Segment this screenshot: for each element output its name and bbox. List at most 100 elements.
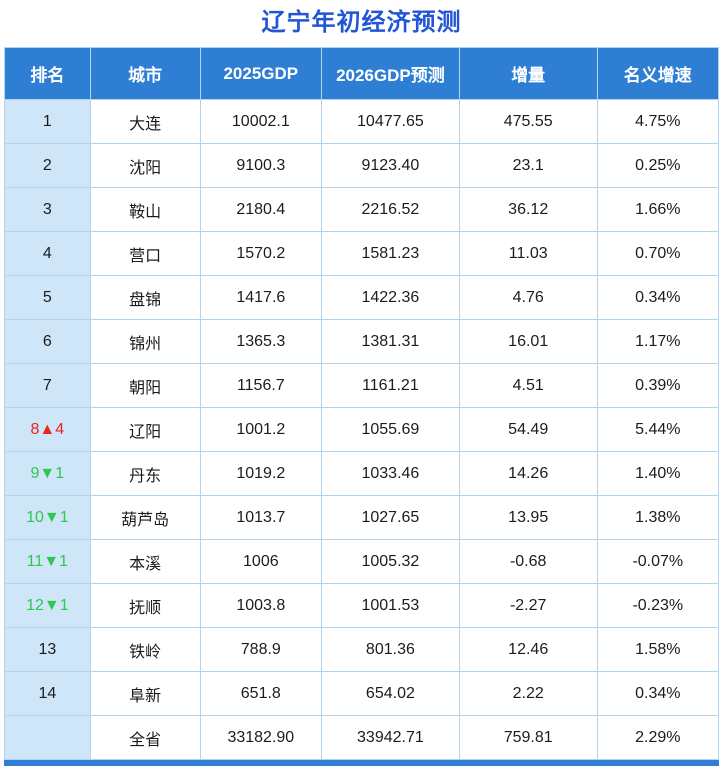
table-row: 1 大连 10002.1 10477.65 475.55 4.75% [4, 99, 720, 144]
rank-cell [4, 715, 91, 760]
city-cell: 铁岭 [89, 627, 201, 672]
rank-cell: 10▼1 [4, 495, 91, 540]
gdp2026-cell: 2216.52 [321, 187, 460, 232]
gdp2026-cell: 1381.31 [321, 319, 460, 364]
table-row: 13 铁岭 788.9 801.36 12.46 1.58% [4, 627, 720, 672]
table-row: 6 锦州 1365.3 1381.31 16.01 1.17% [4, 319, 720, 364]
increment-cell: 16.01 [458, 319, 598, 364]
growth-cell: 0.34% [596, 671, 720, 716]
gdp2026-cell: 1001.53 [321, 583, 460, 628]
column-header: 排名 [4, 47, 91, 100]
increment-cell: -0.68 [458, 539, 598, 584]
rank-cell: 2 [4, 143, 91, 188]
gdp2025-cell: 1003.8 [199, 583, 323, 628]
gdp2026-cell: 9123.40 [321, 143, 460, 188]
rank-cell: 4 [4, 231, 91, 276]
increment-cell: 4.51 [458, 363, 598, 408]
table-row: 5 盘锦 1417.6 1422.36 4.76 0.34% [4, 275, 720, 320]
rank-cell: 1 [4, 99, 91, 144]
rank-cell: 9▼1 [4, 451, 91, 496]
growth-cell: 0.70% [596, 231, 720, 276]
rank-cell: 8▲4 [4, 407, 91, 452]
gdp2025-cell: 10002.1 [199, 99, 323, 144]
page-title: 辽宁年初经济预测 [261, 9, 462, 36]
rank-cell: 12▼1 [4, 583, 91, 628]
gdp2026-cell: 33942.71 [321, 715, 460, 760]
gdp2025-cell: 1001.2 [199, 407, 323, 452]
gdp2025-cell: 2180.4 [199, 187, 323, 232]
growth-cell: 4.75% [596, 99, 720, 144]
table-row: 全省 33182.90 33942.71 759.81 2.29% [4, 715, 720, 760]
table-row: 2 沈阳 9100.3 9123.40 23.1 0.25% [4, 143, 720, 188]
column-header: 2025GDP [199, 47, 323, 100]
growth-cell: 0.39% [596, 363, 720, 408]
rank-cell: 11▼1 [4, 539, 91, 584]
gdp2025-cell: 1013.7 [199, 495, 323, 540]
rank-cell: 7 [4, 363, 91, 408]
forecast-table: 排名 城市 2025GDP 2026GDP预测 增量 名义增速 1 大连 10002.1 104… [4, 47, 720, 760]
city-cell: 营口 [89, 231, 201, 276]
column-header: 增量 [458, 47, 598, 100]
city-cell: 大连 [89, 99, 201, 144]
gdp2025-cell: 33182.90 [199, 715, 323, 760]
table-row: 14 阜新 651.8 654.02 2.22 0.34% [4, 671, 720, 716]
gdp2026-cell: 1581.23 [321, 231, 460, 276]
city-cell: 沈阳 [89, 143, 201, 188]
city-cell: 丹东 [89, 451, 201, 496]
growth-cell: 0.34% [596, 275, 720, 320]
increment-cell: 14.26 [458, 451, 598, 496]
table-row: 7 朝阳 1156.7 1161.21 4.51 0.39% [4, 363, 720, 408]
rank-cell: 6 [4, 319, 91, 364]
gdp2026-cell: 1422.36 [321, 275, 460, 320]
rank-cell: 5 [4, 275, 91, 320]
increment-cell: 2.22 [458, 671, 598, 716]
rank-cell: 14 [4, 671, 91, 716]
gdp2026-cell: 1027.65 [321, 495, 460, 540]
city-cell: 本溪 [89, 539, 201, 584]
growth-cell: 1.38% [596, 495, 720, 540]
increment-cell: 4.76 [458, 275, 598, 320]
city-cell: 抚顺 [89, 583, 201, 628]
gdp2025-cell: 788.9 [199, 627, 323, 672]
table-row: 12▼1 抚顺 1003.8 1001.53 -2.27 -0.23% [4, 583, 720, 628]
gdp2025-cell: 1019.2 [199, 451, 323, 496]
city-cell: 辽阳 [89, 407, 201, 452]
growth-cell: -0.07% [596, 539, 720, 584]
increment-cell: 759.81 [458, 715, 598, 760]
table-row: 11▼1 本溪 1006 1005.32 -0.68 -0.07% [4, 539, 720, 584]
table-row: 10▼1 葫芦岛 1013.7 1027.65 13.95 1.38% [4, 495, 720, 540]
rank-cell: 3 [4, 187, 91, 232]
growth-cell: 0.25% [596, 143, 720, 188]
increment-cell: 11.03 [458, 231, 598, 276]
gdp2026-cell: 1005.32 [321, 539, 460, 584]
gdp2026-cell: 801.36 [321, 627, 460, 672]
growth-cell: 5.44% [596, 407, 720, 452]
table-row: 9▼1 丹东 1019.2 1033.46 14.26 1.40% [4, 451, 720, 496]
table-row: 8▲4 辽阳 1001.2 1055.69 54.49 5.44% [4, 407, 720, 452]
city-cell: 鞍山 [89, 187, 201, 232]
growth-cell: 2.29% [596, 715, 720, 760]
city-cell: 锦州 [89, 319, 201, 364]
increment-cell: 13.95 [458, 495, 598, 540]
increment-cell: 54.49 [458, 407, 598, 452]
table-row: 3 鞍山 2180.4 2216.52 36.12 1.66% [4, 187, 720, 232]
gdp2025-cell: 651.8 [199, 671, 323, 716]
gdp2025-cell: 1417.6 [199, 275, 323, 320]
table-bottom-accent [4, 760, 719, 766]
table-body: 1 大连 10002.1 10477.65 475.55 4.75% 2 沈阳 9100.3 91… [4, 99, 720, 760]
gdp2026-cell: 1055.69 [321, 407, 460, 452]
gdp2025-cell: 1570.2 [199, 231, 323, 276]
growth-cell: 1.66% [596, 187, 720, 232]
growth-cell: 1.17% [596, 319, 720, 364]
gdp2026-cell: 10477.65 [321, 99, 460, 144]
column-header: 城市 [89, 47, 201, 100]
city-cell: 葫芦岛 [89, 495, 201, 540]
gdp2025-cell: 1365.3 [199, 319, 323, 364]
growth-cell: -0.23% [596, 583, 720, 628]
gdp2026-cell: 1161.21 [321, 363, 460, 408]
increment-cell: 475.55 [458, 99, 598, 144]
column-header: 2026GDP预测 [321, 47, 460, 100]
gdp2026-cell: 1033.46 [321, 451, 460, 496]
city-cell: 朝阳 [89, 363, 201, 408]
